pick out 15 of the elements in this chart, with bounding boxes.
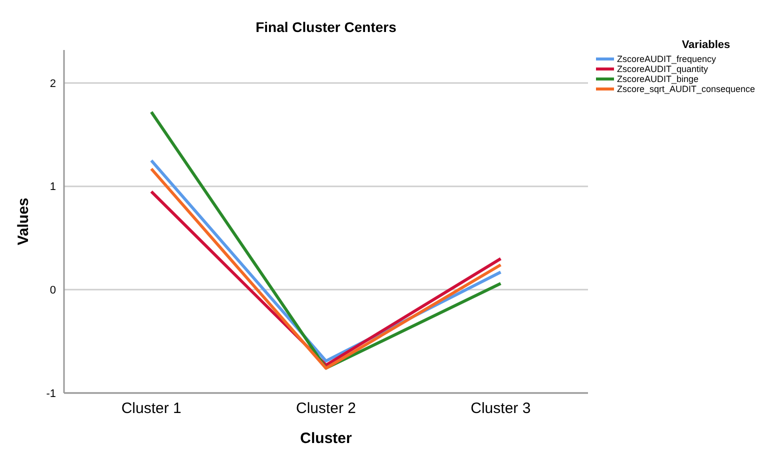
y-tick-label: 2 (50, 78, 56, 90)
legend-label: ZscoreAUDIT_frequency (617, 54, 717, 64)
legend-label: Zscore_sqrt_AUDIT_consequence (617, 84, 756, 94)
chart-title: Final Cluster Centers (256, 19, 397, 35)
x-axis-title: Cluster (300, 430, 352, 447)
x-tick-label: Cluster 1 (121, 400, 182, 417)
legend-label: ZscoreAUDIT_quantity (617, 64, 709, 74)
y-tick-label: -1 (46, 388, 56, 400)
x-tick-label: Cluster 3 (470, 400, 531, 417)
y-tick-label: 0 (50, 284, 56, 297)
legend-label: ZscoreAUDIT_binge (617, 74, 699, 84)
legend-title: Variables (682, 39, 730, 51)
y-tick-label: 1 (50, 181, 56, 194)
y-axis-title: Values (15, 198, 32, 246)
x-tick-label: Cluster 2 (296, 400, 356, 417)
